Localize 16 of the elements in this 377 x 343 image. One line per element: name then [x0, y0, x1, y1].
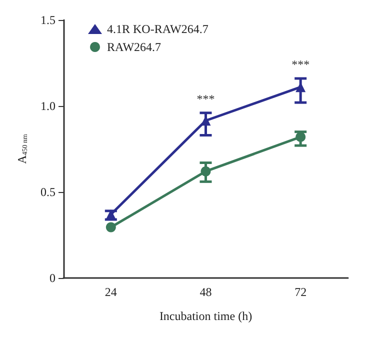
y-tick-label: 0.5	[40, 185, 56, 199]
point	[106, 209, 116, 220]
y-tick-label: 1.0	[40, 99, 56, 113]
point	[106, 222, 116, 232]
y-tick-label: 1.5	[40, 13, 56, 27]
x-tick-label: 72	[294, 285, 307, 299]
x-axis-title: Incubation time (h)	[159, 309, 252, 323]
point	[296, 132, 306, 142]
y-tick-label: 0	[50, 271, 56, 285]
x-tick-label: 24	[104, 285, 117, 299]
annotation: ***	[292, 57, 310, 72]
legend-label: 4.1R KO-RAW264.7	[107, 22, 208, 36]
point	[200, 166, 211, 176]
x-tick-label: 48	[200, 285, 212, 299]
legend-label: RAW264.7	[107, 40, 162, 54]
annotation: ***	[196, 92, 215, 106]
